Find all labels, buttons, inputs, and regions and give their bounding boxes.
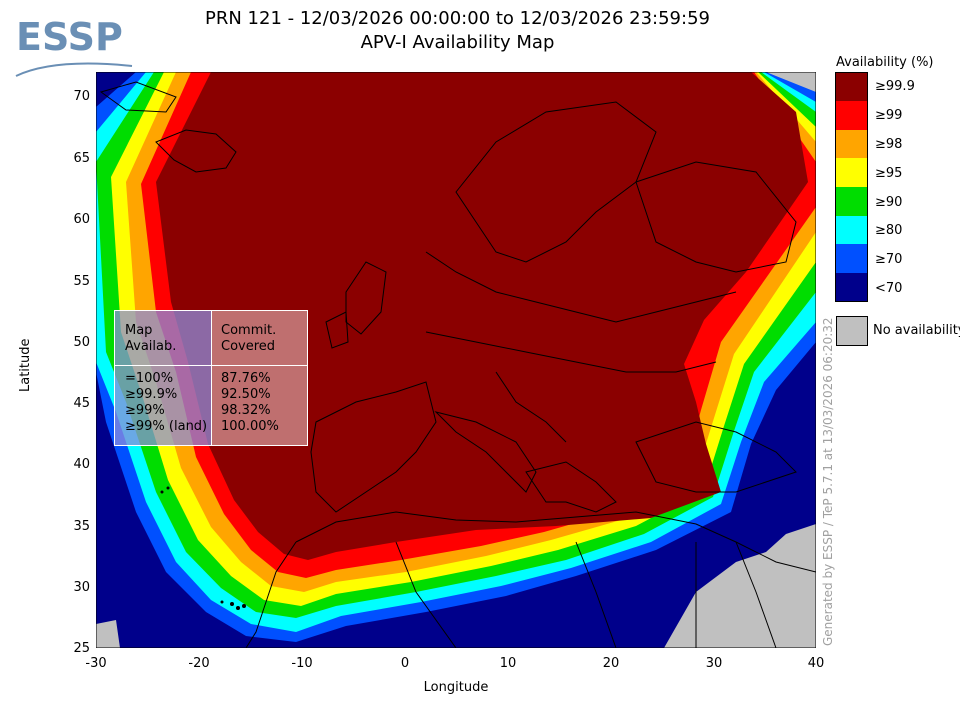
x-tick-label: 40	[807, 656, 825, 671]
x-tick-label: 30	[705, 656, 723, 671]
x-tick-label: 20	[602, 656, 620, 671]
legend-swatch	[836, 130, 868, 159]
y-tick-label: 50	[73, 335, 90, 350]
legend-label: ≥80	[875, 223, 903, 238]
map-subtitle: APV-I Availability Map	[360, 32, 555, 53]
stats-level: ≥99.9%	[125, 387, 178, 402]
legend-label: <70	[875, 281, 903, 296]
legend-label: ≥99.9	[875, 79, 915, 94]
y-tick-label: 55	[73, 274, 90, 289]
legend-label: ≥95	[875, 166, 903, 181]
y-tick-label: 40	[73, 457, 90, 472]
availability-map	[96, 72, 816, 648]
legend-swatch	[836, 101, 868, 130]
x-tick-label: 10	[499, 656, 517, 671]
legend-title: Availability (%)	[836, 55, 934, 70]
legend-label: ≥98	[875, 137, 903, 152]
stats-value: 92.50%	[221, 387, 271, 402]
legend-label: ≥90	[875, 195, 903, 210]
legend-frame	[835, 72, 868, 302]
stats-value: 98.32%	[221, 403, 271, 418]
essp-logo: ESSP	[15, 15, 133, 77]
stats-col1-header: Map Availab.	[125, 323, 177, 354]
legend-label: ≥99	[875, 108, 903, 123]
stats-value: 100.00%	[221, 419, 279, 434]
stats-level: ≥99%	[125, 403, 165, 418]
coverage-stats-table: Map Availab. Commit. Covered =100% 87.76…	[114, 310, 308, 446]
legend-swatch	[836, 273, 868, 302]
stats-level: =100%	[125, 371, 174, 386]
logo-text: ESSP	[16, 15, 123, 59]
y-tick-label: 25	[73, 641, 90, 656]
legend-swatch	[836, 244, 868, 273]
y-axis-label: Latitude	[18, 338, 33, 392]
x-tick-label: -20	[188, 656, 210, 671]
stats-level: ≥99% (land)	[125, 419, 208, 434]
legend-swatch	[836, 72, 868, 101]
map-title: PRN 121 - 12/03/2026 00:00:00 to 12/03/2…	[205, 8, 710, 29]
legend-swatch	[836, 187, 868, 216]
stats-col2-header: Commit. Covered	[221, 323, 277, 354]
x-tick-label: 0	[400, 656, 410, 671]
x-tick-label: -30	[85, 656, 107, 671]
y-tick-label: 65	[73, 151, 90, 166]
legend-swatch	[836, 158, 868, 187]
x-axis-label: Longitude	[423, 680, 489, 695]
y-tick-label: 60	[73, 212, 90, 227]
no-availability-label: No availability	[873, 323, 960, 338]
no-availability-swatch	[836, 316, 868, 346]
x-tick-label: -10	[291, 656, 313, 671]
stats-value: 87.76%	[221, 371, 271, 386]
y-tick-label: 35	[73, 519, 90, 534]
legend-swatch	[836, 216, 868, 245]
y-tick-label: 45	[73, 396, 90, 411]
generated-by-credit: Generated by ESSP / TeP 5.7.1 at 13/03/2…	[821, 317, 835, 646]
legend-label: ≥70	[875, 252, 903, 267]
y-tick-label: 30	[73, 580, 90, 595]
y-tick-label: 70	[73, 89, 90, 104]
